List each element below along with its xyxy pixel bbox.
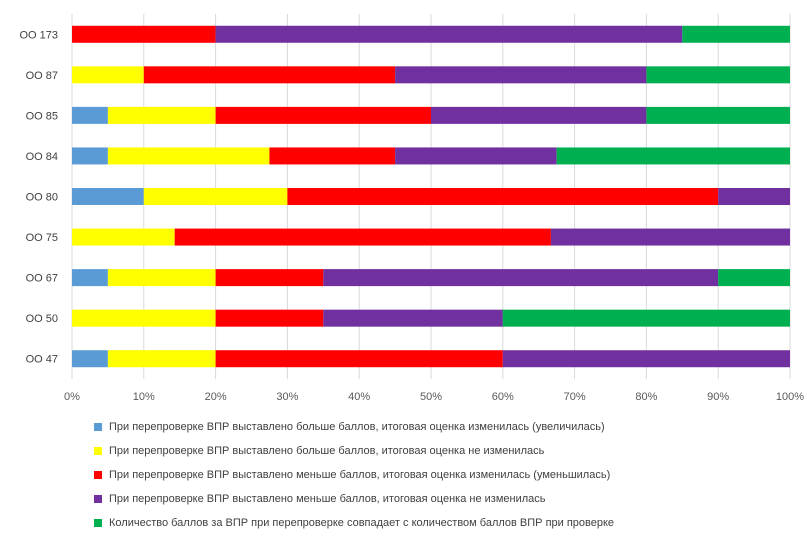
category-label: ОО 50 [26, 313, 58, 325]
bar-segment [72, 228, 175, 246]
bar-segment [556, 147, 790, 165]
bar-segment [143, 66, 396, 84]
legend-swatch [94, 519, 102, 527]
bar-segment [646, 66, 790, 84]
bar-segment [215, 309, 324, 327]
category-label: ОО 80 [26, 192, 58, 204]
bar-segment [323, 309, 503, 327]
x-tick-label: 100% [776, 391, 804, 403]
x-tick-label: 20% [205, 391, 227, 403]
bar-segment [431, 106, 647, 124]
bar-segment [174, 228, 551, 246]
x-tick-label: 40% [348, 391, 370, 403]
x-tick-label: 60% [492, 391, 514, 403]
bar-segment [215, 106, 431, 124]
bar-segment [72, 66, 144, 84]
bar-segment [718, 188, 790, 205]
x-tick-label: 90% [707, 391, 729, 403]
category-label: ОО 67 [26, 273, 58, 285]
x-tick-label: 50% [420, 391, 442, 403]
bar-segment [143, 188, 288, 205]
legend-item: При перепроверке ВПР выставлено меньше б… [94, 463, 794, 487]
bar-segment [287, 188, 719, 205]
legend-swatch [94, 471, 102, 479]
bar-segment [107, 106, 216, 124]
bar-segment [107, 350, 216, 368]
category-label: ОО 85 [26, 110, 58, 122]
legend-swatch [94, 423, 102, 431]
bar-segment [682, 25, 790, 43]
x-tick-labels: 0% 10% 20% 30% 40% 50% 60% 70% 80% 90% 100% [64, 391, 804, 403]
x-tick-label: 0% [64, 391, 80, 403]
bar-segment [502, 309, 790, 327]
bar-segment [323, 269, 719, 287]
x-tick-label: 70% [564, 391, 586, 403]
bar-segment [72, 106, 108, 124]
x-tick-label: 80% [635, 391, 657, 403]
bar-segment [502, 350, 790, 368]
bar-segment [550, 228, 790, 246]
x-tick-label: 10% [133, 391, 155, 403]
bar-segment [646, 106, 790, 124]
x-tick-label: 30% [276, 391, 298, 403]
bar-segment [215, 269, 324, 287]
category-label: ОО 47 [26, 354, 58, 366]
legend-label: При перепроверке ВПР выставлено меньше б… [109, 493, 546, 505]
bar-segment [72, 309, 216, 327]
stacked-bar-chart: ОО 173 ОО 87 ОО 85 ОО 84 ОО 80 ОО 75 ОО 67 ОО 5… [19, 14, 804, 403]
legend-label: При перепроверке ВПР выставлено больше б… [109, 421, 605, 433]
category-label: ОО 173 [19, 29, 58, 41]
legend-swatch [94, 495, 102, 503]
bar-segment [395, 147, 557, 165]
legend-item: При перепроверке ВПР выставлено больше б… [94, 415, 794, 439]
legend-label: Количество баллов за ВПР при перепроверк… [109, 517, 615, 529]
legend-item: При перепроверке ВПР выставлено больше б… [94, 439, 794, 463]
bar-segment [72, 350, 108, 368]
bar-segment [72, 269, 108, 287]
legend-item: Количество баллов за ВПР при перепроверк… [94, 511, 794, 535]
category-labels: ОО 173 ОО 87 ОО 85 ОО 84 ОО 80 ОО 75 ОО 67 ОО 5… [19, 29, 58, 365]
bar-segment [72, 147, 108, 165]
bar-segment [107, 269, 216, 287]
bar-segment [395, 66, 647, 84]
legend-label: При перепроверке ВПР выставлено больше б… [109, 445, 545, 457]
bar-segment [215, 350, 503, 368]
legend: При перепроверке ВПР выставлено больше б… [94, 415, 794, 535]
bar-segment [718, 269, 790, 287]
bars [72, 25, 790, 368]
bar-segment [72, 188, 144, 205]
bar-segment [72, 25, 216, 43]
category-label: ОО 75 [26, 232, 58, 244]
legend-label: При перепроверке ВПР выставлено меньше б… [109, 469, 611, 481]
bar-segment [215, 25, 683, 43]
category-label: ОО 84 [26, 151, 58, 163]
legend-item: При перепроверке ВПР выставлено меньше б… [94, 487, 794, 511]
category-label: ОО 87 [26, 70, 58, 82]
legend-swatch [94, 447, 102, 455]
bar-segment [269, 147, 396, 165]
bar-segment [107, 147, 270, 165]
